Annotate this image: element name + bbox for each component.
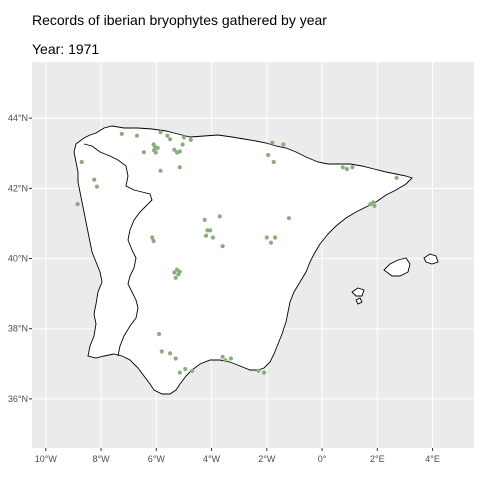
record-point: [281, 142, 286, 147]
record-point: [180, 142, 185, 147]
record-point: [264, 235, 269, 240]
record-point: [150, 235, 155, 240]
record-point: [208, 228, 213, 233]
record-point: [340, 165, 345, 170]
y-tick-label: 36°N: [8, 394, 28, 404]
record-point: [270, 140, 275, 145]
record-point: [350, 165, 355, 170]
record-points: [75, 130, 399, 375]
record-point: [165, 133, 170, 138]
formentera-island: [355, 297, 363, 305]
record-point: [217, 214, 222, 219]
chart-subtitle: Year: 1971: [32, 41, 100, 57]
record-point: [158, 168, 163, 173]
record-point: [273, 235, 278, 240]
record-point: [134, 133, 140, 138]
record-point: [157, 331, 162, 337]
record-point: [173, 356, 178, 361]
record-point: [177, 165, 182, 170]
record-point: [220, 244, 225, 249]
balearic-islands: [351, 253, 439, 305]
record-point: [168, 137, 173, 142]
record-point: [119, 131, 124, 136]
record-point: [228, 356, 233, 361]
mallorca-island: [383, 257, 411, 277]
record-point: [220, 354, 225, 359]
record-point: [394, 175, 399, 180]
record-point: [181, 135, 186, 140]
record-point: [262, 370, 267, 375]
record-point: [79, 159, 84, 165]
record-point: [188, 137, 193, 142]
record-point: [223, 358, 228, 363]
record-point: [177, 269, 182, 274]
record-point: [256, 368, 261, 373]
record-point: [177, 370, 182, 375]
record-point: [172, 270, 177, 275]
ibiza-island: [351, 287, 365, 297]
record-point: [92, 177, 97, 182]
x-tick-label: 4°E: [425, 454, 440, 464]
record-point: [177, 149, 182, 154]
record-point: [210, 235, 215, 240]
record-point: [173, 275, 178, 280]
record-point: [153, 150, 158, 155]
y-axis-ticks: 36°N 38°N 40°N 42°N 44°N: [8, 113, 32, 404]
portugal-border: [83, 143, 153, 357]
x-tick-label: 0°: [318, 454, 327, 464]
y-tick-label: 38°N: [8, 324, 28, 334]
x-tick-label: 2°E: [370, 454, 385, 464]
record-point: [268, 240, 274, 245]
record-point: [159, 349, 164, 354]
record-point: [372, 203, 377, 208]
x-tick-label: 4°W: [203, 454, 221, 464]
x-tick-label: 6°W: [148, 454, 166, 464]
record-point: [190, 368, 195, 373]
chart-title: Records of iberian bryophytes gathered b…: [32, 12, 327, 28]
record-point: [158, 130, 163, 135]
record-point: [286, 216, 291, 221]
record-point: [266, 152, 271, 158]
record-point: [203, 233, 209, 238]
record-point: [141, 150, 146, 155]
record-point: [94, 184, 99, 189]
record-point: [155, 145, 160, 151]
x-axis-ticks: 10°W 8°W 6°W 4°W 2°W 0° 2°E 4°E: [35, 448, 440, 464]
y-tick-label: 44°N: [8, 113, 28, 123]
x-tick-label: 10°W: [35, 454, 58, 464]
record-point: [271, 159, 276, 165]
record-point: [371, 200, 376, 205]
record-point: [344, 166, 349, 172]
x-tick-label: 2°W: [258, 454, 276, 464]
record-point: [183, 366, 188, 372]
y-tick-label: 42°N: [8, 183, 28, 193]
record-point: [75, 202, 80, 207]
record-point: [168, 351, 173, 356]
x-tick-label: 8°W: [93, 454, 111, 464]
record-point: [172, 147, 177, 152]
record-point: [151, 238, 156, 244]
menorca-island: [423, 253, 439, 265]
record-point: [202, 217, 207, 222]
iberian-peninsula-land: [73, 125, 413, 395]
y-tick-label: 40°N: [8, 254, 28, 264]
